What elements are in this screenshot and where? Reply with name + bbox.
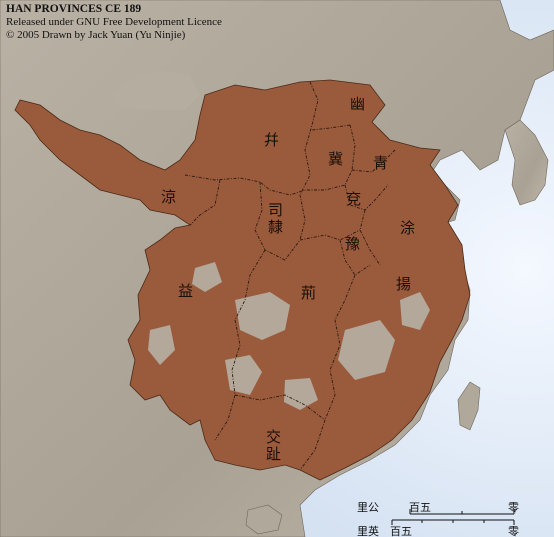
scale-km-zero: 零 bbox=[508, 501, 519, 514]
province-label-yan: 兗 bbox=[346, 190, 362, 208]
taiwan-island bbox=[457, 381, 481, 431]
scale-mile-zero: 零 bbox=[508, 525, 519, 537]
scale-bar bbox=[391, 509, 515, 525]
province-label-xu: 涂 bbox=[400, 219, 416, 237]
scale-km-value: 百五 bbox=[409, 501, 431, 514]
province-label-bing: 幷 bbox=[264, 131, 280, 149]
author-line: © 2005 Drawn by Jack Yuan (Yu Ninjie) bbox=[6, 29, 186, 41]
province-label-jing: 荊 bbox=[301, 284, 317, 302]
map-title: HAN PROVINCES CE 189 bbox=[6, 3, 142, 15]
map-credits: HAN PROVINCES CE 189 Released under GNU … bbox=[6, 3, 222, 42]
korea bbox=[504, 119, 549, 206]
province-label-sili: 司隸 bbox=[267, 201, 283, 236]
scale-mile-value: 百五 bbox=[390, 525, 412, 537]
han-territory bbox=[14, 79, 471, 481]
terrain-patches bbox=[110, 70, 430, 410]
province-label-yu: 豫 bbox=[345, 235, 361, 253]
scale-km-unit: 里公 bbox=[357, 501, 379, 514]
province-label-you: 幽 bbox=[350, 95, 366, 113]
scale-mile-unit: 里英 bbox=[357, 525, 379, 537]
license-line: Released under GNU Free Development Lice… bbox=[6, 16, 222, 28]
province-label-yi: 益 bbox=[178, 282, 194, 300]
province-label-liang: 涼 bbox=[161, 188, 177, 206]
province-borders bbox=[184, 81, 396, 471]
province-label-jiao: 交趾 bbox=[265, 428, 281, 463]
province-label-ji: 冀 bbox=[328, 150, 344, 168]
province-label-qing: 青 bbox=[373, 154, 389, 172]
hainan-island bbox=[245, 504, 283, 535]
province-label-yang: 揚 bbox=[396, 275, 412, 293]
